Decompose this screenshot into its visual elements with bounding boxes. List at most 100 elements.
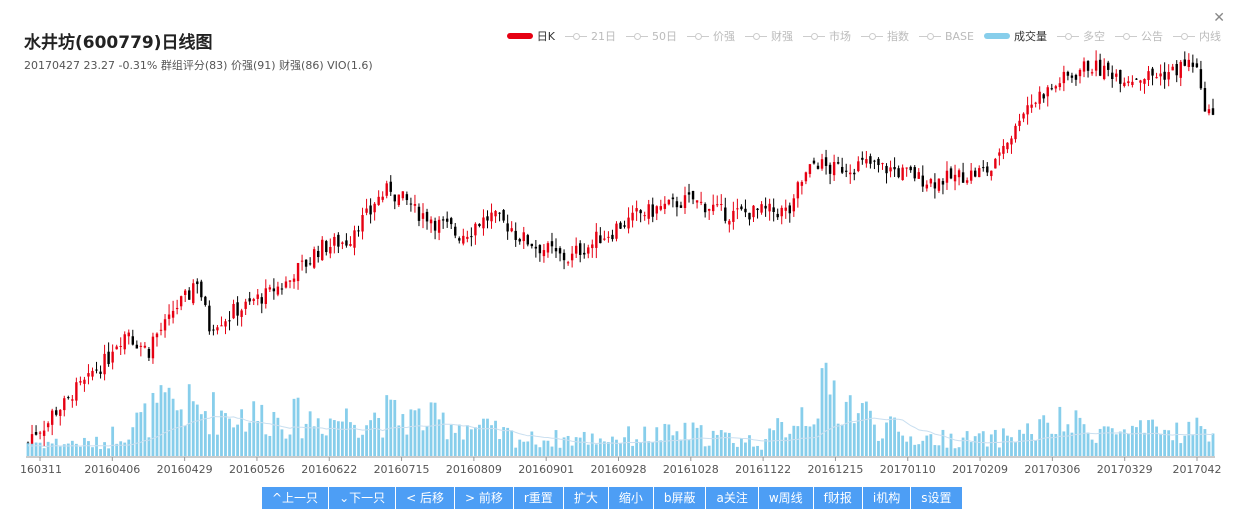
toolbar-button-11[interactable]: i机构 (862, 487, 912, 509)
volume-bar (570, 445, 574, 456)
close-icon[interactable]: ✕ (1213, 10, 1225, 26)
volume-bar (220, 410, 223, 456)
candle-body (780, 207, 783, 217)
volume-bar (619, 442, 622, 456)
candle-body (619, 222, 622, 229)
candle-body (566, 262, 570, 264)
volume-bar (1159, 433, 1163, 456)
volume-bar (332, 420, 336, 456)
candle-body (514, 230, 517, 240)
candle-body (712, 204, 715, 212)
candle-body (772, 207, 775, 212)
volume-bar (449, 424, 453, 456)
volume-bar (1074, 410, 1078, 456)
volume-bar (510, 430, 514, 456)
candle-body (796, 182, 800, 199)
candle-body (59, 409, 62, 416)
page-title: 水井坊(600779)日线图 (24, 33, 213, 53)
candle-body (901, 167, 904, 181)
toolbar-button-10[interactable]: f财报 (813, 487, 863, 509)
legend-label: 21日 (590, 30, 616, 43)
toolbar-button-4[interactable]: r重置 (513, 487, 564, 509)
volume-bar (421, 430, 425, 456)
legend-item-5[interactable]: 市场 (802, 28, 851, 44)
candle-body (296, 262, 300, 282)
volume-bar (675, 431, 679, 456)
candle-body (329, 246, 332, 254)
volume-bar (433, 402, 437, 456)
volume-bar (91, 447, 94, 456)
candle-body (659, 206, 663, 210)
candle-body (1058, 83, 1062, 88)
legend-item-1[interactable]: 21日 (564, 28, 616, 44)
candle-body (478, 223, 481, 227)
candle-body (357, 230, 360, 232)
legend-label: BASE (944, 29, 974, 43)
candle-body (474, 223, 477, 236)
legend-item-10[interactable]: 公告 (1115, 28, 1163, 44)
candle-body (857, 161, 860, 172)
candle-body (369, 205, 372, 215)
volume-bar (151, 392, 155, 456)
volume-bar (1082, 424, 1086, 456)
candle-body (317, 250, 320, 258)
legend-item-9[interactable]: 多空 (1057, 28, 1105, 44)
candle-body (337, 234, 340, 247)
candle-body (143, 345, 147, 348)
candle-body (1183, 59, 1186, 66)
volume-bar (921, 440, 925, 456)
volume-bar (808, 426, 812, 456)
volume-bar (707, 445, 711, 456)
candle-body (256, 294, 259, 299)
volume-bar (453, 432, 457, 456)
volume-bar (740, 438, 743, 456)
volume-bar (723, 432, 727, 456)
candle-body (949, 168, 953, 179)
candle-body (1090, 72, 1094, 74)
volume-bar (429, 402, 433, 456)
candle-body (244, 301, 247, 309)
legend-item-3[interactable]: 价强 (686, 28, 735, 44)
volume-bar (860, 403, 864, 456)
candle-body (820, 159, 824, 169)
volume-bar (272, 411, 276, 456)
candle-body (502, 210, 505, 221)
chart-toolbar: ^上一只 ⌄下一只 < 后移 > 前移 r重置 扩大 缩小 b屏蔽 a关注 w周线 f财报 i机构 s设… (262, 487, 963, 509)
volume-bar (695, 427, 699, 456)
candle-body (1123, 82, 1126, 86)
toolbar-button-12[interactable]: s设置 (911, 487, 963, 509)
volume-bar (107, 448, 111, 456)
volume-bar (832, 380, 836, 456)
legend-item-8[interactable]: 成交量 (984, 28, 1047, 44)
candle-body (454, 226, 457, 236)
toolbar-button-0[interactable]: ^上一只 (262, 487, 330, 509)
toolbar-button-5[interactable]: 扩大 (563, 487, 609, 509)
toolbar-button-6[interactable]: 缩小 (608, 487, 654, 509)
candle-body (1115, 73, 1118, 77)
legend-item-2[interactable]: 50日 (625, 28, 677, 44)
volume-bar (719, 430, 723, 456)
legend-item-6[interactable]: 指数 (860, 28, 909, 44)
legend-item-11[interactable]: 内线 (1173, 28, 1221, 44)
volume-bar (224, 413, 227, 456)
volume-bar (727, 432, 731, 456)
legend-label: 日K (536, 30, 555, 43)
toolbar-button-1[interactable]: ⌄下一只 (329, 487, 397, 509)
legend-item-4[interactable]: 财强 (744, 28, 793, 44)
legend-item-0[interactable]: 日K (506, 28, 555, 44)
volume-bar (195, 404, 199, 456)
legend-item-7[interactable]: BASE (918, 28, 974, 44)
candle-body (192, 283, 195, 304)
candle-body (341, 242, 344, 244)
toolbar-button-8[interactable]: a关注 (706, 487, 759, 509)
candle-body (611, 234, 614, 240)
candle-body (534, 246, 538, 249)
candle-body (1082, 61, 1086, 72)
toolbar-button-2[interactable]: < 后移 (396, 487, 455, 509)
toolbar-button-7[interactable]: b屏蔽 (653, 487, 707, 509)
toolbar-button-3[interactable]: > 前移 (455, 487, 514, 509)
volume-bar (425, 426, 429, 456)
toolbar-button-9[interactable]: w周线 (758, 487, 814, 509)
volume-bar (1014, 441, 1017, 456)
candle-body (292, 278, 296, 282)
